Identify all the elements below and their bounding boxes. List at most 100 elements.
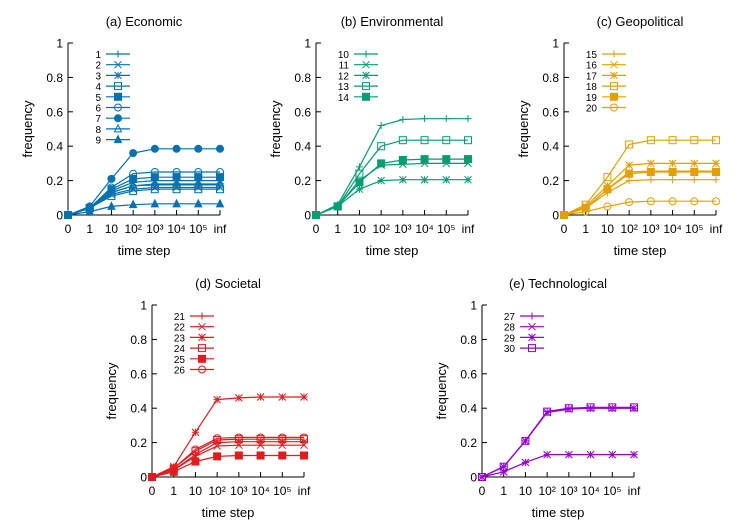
y-tick-label: 0.2 <box>294 174 311 188</box>
legend-label: 27 <box>504 312 516 323</box>
x-tick-label: 10⁵ <box>437 222 455 236</box>
legend-entry: 25 <box>174 354 214 366</box>
data-point <box>560 211 568 219</box>
legend-marker <box>610 60 618 69</box>
data-point <box>355 185 364 194</box>
legend-marker <box>113 134 123 144</box>
y-tick-label: 0.8 <box>460 333 477 347</box>
data-point <box>420 155 429 164</box>
data-point <box>256 433 265 442</box>
data-point <box>464 115 472 123</box>
data-point <box>647 159 655 168</box>
legend-marker <box>362 71 370 80</box>
data-point <box>169 462 178 471</box>
legend-label: 14 <box>338 93 350 104</box>
data-point <box>690 197 699 206</box>
legend-label: 21 <box>174 312 186 323</box>
data-point <box>712 159 720 168</box>
data-point <box>355 163 363 171</box>
legend-label: 30 <box>504 344 516 355</box>
legend-marker <box>114 82 122 91</box>
x-tick-label: 0 <box>313 222 320 236</box>
legend-label: 2 <box>95 61 101 72</box>
data-point <box>377 122 385 130</box>
data-point <box>712 197 720 206</box>
data-point <box>377 176 385 185</box>
legend-marker <box>114 50 122 58</box>
series-12 <box>312 175 472 219</box>
series-7 <box>64 144 224 219</box>
data-point <box>215 198 225 208</box>
x-tick-label: 1 <box>500 484 507 498</box>
data-point <box>690 168 699 176</box>
legend-entry: 3 <box>95 71 130 82</box>
x-axis-label: time step <box>366 243 419 258</box>
x-tick-label: 10 <box>353 222 367 236</box>
legend-marker <box>198 322 206 331</box>
data-point <box>442 136 451 145</box>
legend-entry: 27 <box>504 312 544 323</box>
legend-marker <box>198 333 206 342</box>
data-point <box>625 161 633 169</box>
data-point <box>278 433 287 442</box>
y-tick-label: 0.8 <box>130 333 147 347</box>
y-tick-label: 0.4 <box>542 140 559 154</box>
data-point <box>543 407 552 416</box>
data-point <box>172 185 181 194</box>
legend-entry: 23 <box>174 333 214 344</box>
x-tick-label: 10⁴ <box>581 484 600 498</box>
legend-marker <box>362 82 370 91</box>
legend-entry: 8 <box>95 123 130 136</box>
data-point <box>377 142 386 151</box>
data-point <box>586 450 595 459</box>
data-point <box>442 175 451 184</box>
legend-label: 24 <box>174 344 186 355</box>
legend-label: 4 <box>95 82 101 93</box>
y-tick-label: 0.4 <box>460 402 477 416</box>
y-axis-label: frequency <box>104 362 119 420</box>
y-tick-label: 0.4 <box>294 140 311 154</box>
data-point <box>690 159 699 168</box>
data-point <box>398 136 407 145</box>
legend-entry: 11 <box>339 61 378 72</box>
data-point <box>191 445 200 454</box>
legend-entry: 21 <box>174 312 214 323</box>
legend-label: 28 <box>504 323 516 334</box>
legend-marker <box>610 92 618 101</box>
x-tick-label: 1 <box>582 222 589 236</box>
x-tick-label: 10³ <box>146 222 163 236</box>
x-axis-label: time step <box>614 243 667 258</box>
y-tick-label: 0.6 <box>542 105 559 119</box>
y-axis-label: frequency <box>434 362 449 420</box>
data-point <box>399 175 407 184</box>
legend-marker <box>362 92 370 101</box>
legend-marker <box>198 312 206 320</box>
data-point <box>333 202 342 211</box>
legend-marker <box>113 123 123 133</box>
y-tick-label: 0.6 <box>130 367 147 381</box>
data-point <box>129 169 138 178</box>
data-point <box>85 206 95 216</box>
data-point <box>543 450 551 459</box>
data-point <box>712 136 720 145</box>
data-point <box>312 211 320 219</box>
data-point <box>278 451 287 460</box>
y-tick-label: 0.2 <box>130 436 147 450</box>
y-tick-label: 0 <box>470 471 477 485</box>
data-point <box>278 393 287 401</box>
legend-entry: 7 <box>95 114 130 125</box>
x-tick-label: 10² <box>620 222 637 236</box>
data-point <box>300 433 308 442</box>
data-point <box>150 179 160 189</box>
data-point <box>625 169 634 178</box>
legend-label: 17 <box>586 71 598 82</box>
y-tick-label: 1 <box>56 37 63 51</box>
data-point <box>464 136 472 145</box>
data-point <box>150 168 159 176</box>
legend-entry: 24 <box>174 344 214 355</box>
legend-label: 6 <box>95 104 101 115</box>
x-tick-label: 10 <box>105 222 119 236</box>
legend-label: 3 <box>95 71 101 82</box>
legend-marker <box>362 50 370 58</box>
